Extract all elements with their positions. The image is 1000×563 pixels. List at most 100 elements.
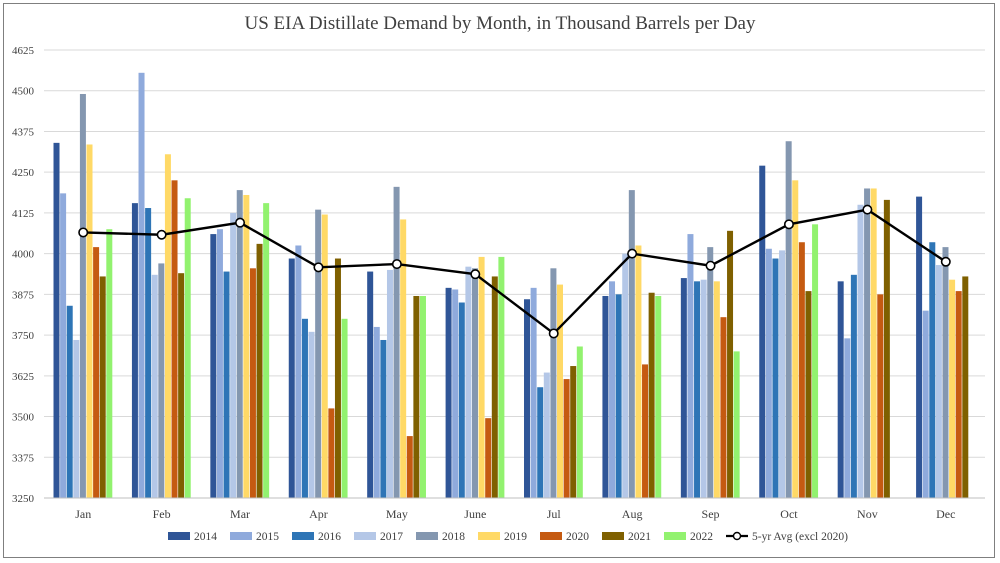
bar-2016-Jul [537,387,544,498]
bar-2019-Jan [86,144,93,498]
legend-label-2021: 2021 [628,531,651,543]
bar-2021-Mar [256,243,263,498]
bar-2019-June [478,256,485,498]
legend-swatch-2022 [664,532,686,540]
bar-2020-Apr [328,408,335,498]
bar-2016-Feb [145,208,152,498]
bar-2021-Dec [962,276,969,498]
bar-2019-Jul [557,284,564,498]
avg-point-Aug [627,248,638,259]
bar-2019-Oct [792,180,799,498]
x-tick-label: Dec [936,507,955,521]
x-tick-label: Jul [547,507,562,521]
bar-2014-Apr [288,258,295,498]
avg-point-Mar [235,217,246,228]
bar-2014-May [367,271,374,498]
avg-point-Sep [705,260,716,271]
bar-2022-Oct [812,224,819,498]
bar-2018-Sep [707,247,714,498]
legend-swatch-2019 [478,532,500,540]
bar-2016-Dec [929,242,936,498]
legend-swatch-2020 [540,532,562,540]
avg-point-Nov [862,204,873,215]
bar-2017-Jul [543,372,550,498]
bar-2022-June [498,256,505,498]
bar-2019-Apr [321,214,328,498]
avg-point-Oct [783,219,794,230]
avg-point-May [391,259,402,270]
bar-2014-Jul [524,299,531,498]
avg-point-June [470,269,481,280]
bar-2021-Jul [570,366,577,498]
bar-2022-Sep [733,351,740,498]
x-tick-label: Sep [702,507,720,521]
bar-2021-Apr [334,258,341,498]
bar-2021-June [491,276,498,498]
chart-title: US EIA Distillate Demand by Month, in Th… [244,13,756,34]
bar-2015-Oct [765,248,772,498]
bar-2017-Apr [308,331,315,498]
bar-2020-Jul [563,379,570,498]
bar-2014-Nov [837,281,844,498]
bar-2022-Apr [341,318,348,498]
bar-2017-Feb [151,274,158,498]
bar-2015-Mar [216,229,223,498]
bar-2020-Dec [955,291,962,498]
bar-2020-Sep [720,317,727,498]
x-tick-label: Aug [622,507,643,521]
y-tick-label: 3625 [12,371,35,383]
bar-2018-Jul [550,268,557,498]
bar-2014-June [445,287,452,498]
bar-2016-Sep [694,281,701,498]
legend-label-2014: 2014 [194,531,217,543]
bar-2016-Jan [66,305,73,498]
legend-swatch-2018 [416,532,438,540]
legend-swatch-2014 [168,532,190,540]
bar-2015-Jul [530,287,537,498]
bar-2021-Jan [99,276,106,498]
bar-2021-Nov [883,199,890,499]
bar-2019-Mar [243,194,250,499]
bar-2022-Jul [576,346,583,498]
bar-2015-Dec [922,310,929,498]
bar-2017-Dec [935,265,942,498]
bar-2016-Nov [850,274,857,498]
bar-2021-May [413,295,420,498]
bar-2017-June [465,266,472,498]
legend-label-2020: 2020 [566,531,589,543]
bar-2017-Jan [73,339,80,498]
bar-2019-Nov [870,188,877,499]
bar-2022-Aug [655,295,662,498]
bar-2016-Aug [615,294,622,498]
x-tick-label: Oct [780,507,798,521]
bar-2018-Feb [158,263,165,498]
legend-label-2022: 2022 [690,531,713,543]
bar-2020-Feb [171,180,178,498]
bar-2020-Aug [642,364,649,498]
legend-label-2019: 2019 [504,531,527,543]
bar-2022-May [419,295,426,498]
legend-swatch-2017 [354,532,376,540]
x-tick-label: May [386,507,408,521]
y-tick-label: 4125 [12,208,35,220]
bar-2019-Feb [164,154,171,498]
y-tick-label: 4375 [12,126,35,138]
bar-2018-June [471,268,478,498]
bar-2015-Nov [844,338,851,498]
bar-2018-Nov [864,188,871,499]
avg-point-Jan [78,227,89,238]
bar-2022-Mar [263,203,270,498]
bar-2022-Jan [106,229,113,498]
bar-2014-Aug [602,295,609,498]
bar-2017-Aug [622,253,629,498]
legend-swatch-2021 [602,532,624,540]
bar-2015-Jan [60,193,67,499]
y-tick-label: 4500 [12,86,35,98]
legend-swatch-2015 [230,532,252,540]
bar-2014-Mar [210,234,217,498]
bar-2019-Dec [949,279,956,498]
bar-2018-Oct [785,141,792,498]
bar-2021-Aug [648,292,655,498]
avg-line [83,208,947,336]
bar-2018-Apr [315,209,322,498]
